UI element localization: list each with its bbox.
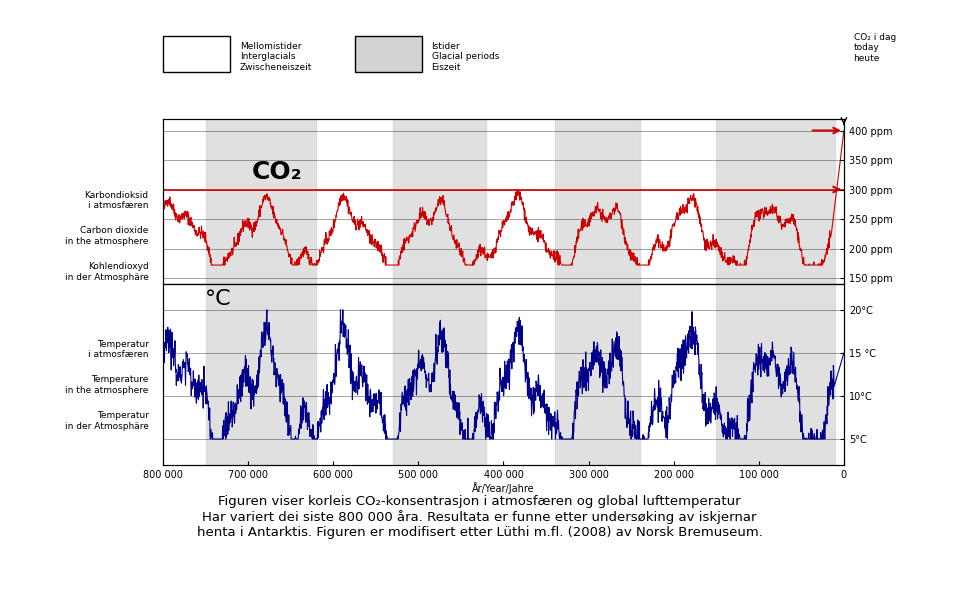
Text: Temperatur
in der Atmosphäre: Temperatur in der Atmosphäre xyxy=(65,411,149,431)
Bar xyxy=(716,284,835,465)
Text: Temperatur
i atmosfæren: Temperatur i atmosfæren xyxy=(88,340,149,359)
Bar xyxy=(554,119,640,284)
Text: Kohlendioxyd
in der Atmosphäre: Kohlendioxyd in der Atmosphäre xyxy=(65,262,149,282)
Text: Temperature
in the atmosphere: Temperature in the atmosphere xyxy=(65,375,149,395)
Text: Istider
Glacial periods
Eiszeit: Istider Glacial periods Eiszeit xyxy=(432,42,499,72)
Bar xyxy=(205,119,316,284)
Text: °C: °C xyxy=(204,290,231,309)
Text: CO₂ i dag
today
heute: CO₂ i dag today heute xyxy=(854,33,896,63)
Text: Mellomistider
Interglacials
Zwischeneiszeit: Mellomistider Interglacials Zwischeneisz… xyxy=(240,42,312,72)
Text: CO₂: CO₂ xyxy=(251,160,302,184)
Text: Karbondioksid
i atmosfæren: Karbondioksid i atmosfæren xyxy=(84,191,149,210)
Text: Carbon dioxide
in the atmosphere: Carbon dioxide in the atmosphere xyxy=(65,226,149,246)
Bar xyxy=(393,284,486,465)
Bar xyxy=(554,284,640,465)
X-axis label: År/Year/Jahre: År/Year/Jahre xyxy=(472,483,535,495)
Text: Figuren viser korleis CO₂-konsentrasjon i atmosfæren og global lufttemperatur
Ha: Figuren viser korleis CO₂-konsentrasjon … xyxy=(197,495,762,539)
Bar xyxy=(716,119,835,284)
Bar xyxy=(393,119,486,284)
Bar xyxy=(205,284,316,465)
